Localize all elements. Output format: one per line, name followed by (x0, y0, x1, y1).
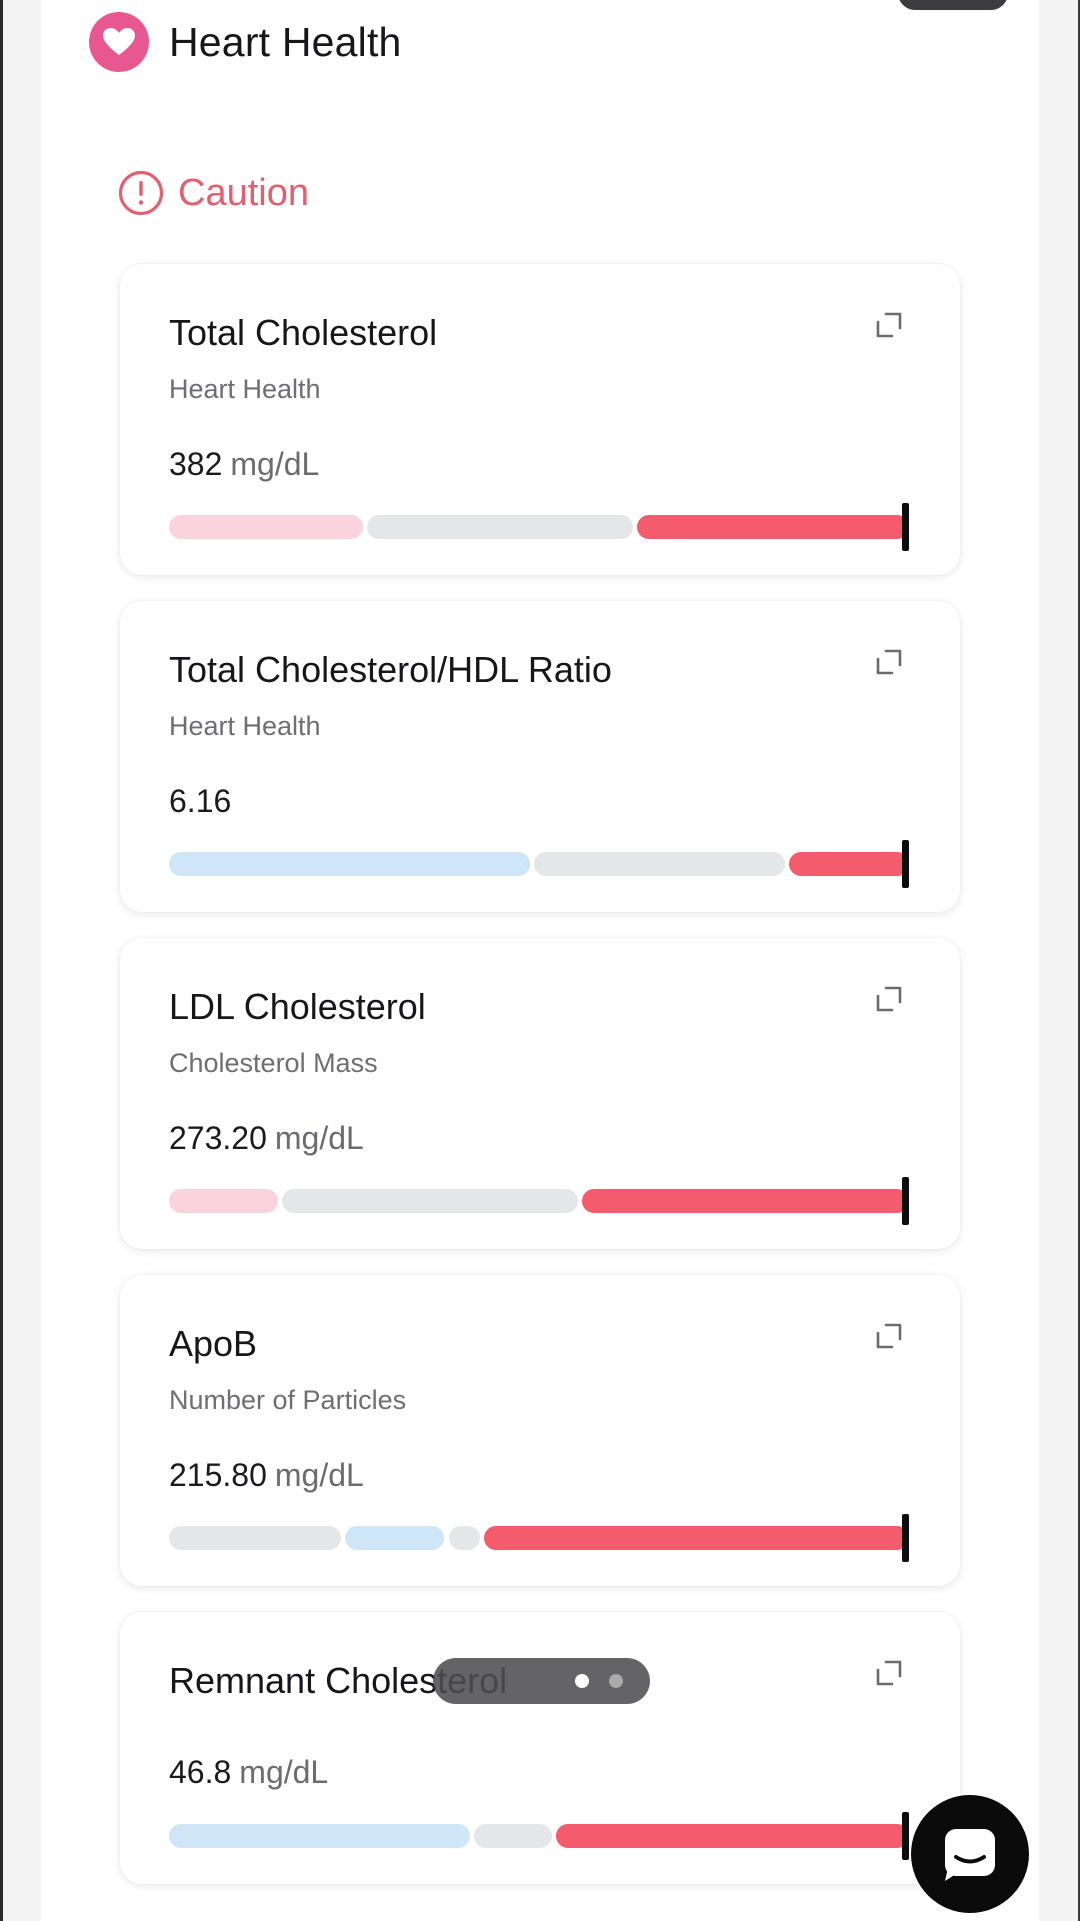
range-segment-gray (448, 1526, 481, 1550)
page-dot[interactable] (609, 1674, 623, 1688)
value-number: 273.20 (169, 1120, 267, 1156)
range-segment-red (788, 852, 909, 876)
value-number: 215.80 (169, 1457, 267, 1493)
top-handle (898, 0, 1008, 10)
screen-edge-right (1078, 0, 1080, 1921)
card-value: 215.80 mg/dL (169, 1457, 364, 1494)
screen-edge-left (0, 0, 3, 1921)
range-segment-gray (282, 1189, 578, 1213)
range-segment-light-pink (169, 515, 364, 539)
range-marker (901, 1514, 909, 1562)
expand-icon[interactable] (874, 1658, 904, 1688)
value-unit: mg/dL (230, 446, 320, 482)
value-unit: mg/dL (274, 1457, 364, 1493)
expand-icon[interactable] (874, 984, 904, 1014)
range-segment-gray (474, 1824, 552, 1848)
card-title: ApoB (169, 1323, 258, 1364)
range-segment-light-blue (169, 852, 530, 876)
card-value: 273.20 mg/dL (169, 1120, 364, 1157)
status-label: Caution (178, 171, 309, 214)
range-bar (169, 1177, 909, 1225)
range-marker (901, 1177, 909, 1225)
card-title: LDL Cholesterol (169, 986, 426, 1027)
range-bar (169, 1812, 909, 1860)
heart-icon (89, 12, 149, 72)
range-segment-light-pink (169, 1189, 278, 1213)
card-value: 46.8 mg/dL (169, 1754, 328, 1791)
range-segment-gray (169, 1526, 341, 1550)
expand-icon[interactable] (874, 1321, 904, 1351)
status-caution: Caution (118, 170, 309, 216)
range-marker (901, 503, 909, 551)
biomarker-card[interactable]: Total Cholesterol/HDL Ratio Heart Health… (120, 601, 960, 912)
card-value: 6.16 (169, 783, 231, 820)
biomarker-card[interactable]: Remnant Cholesterol 46.8 mg/dL (120, 1612, 960, 1884)
card-subtitle: Heart Health (169, 711, 321, 741)
value-number: 382 (169, 446, 223, 482)
chat-button[interactable] (911, 1795, 1029, 1913)
card-title: Total Cholesterol (169, 312, 438, 353)
range-bar (169, 840, 909, 888)
range-segment-red (555, 1824, 909, 1848)
alert-circle-icon (118, 170, 164, 216)
card-title: Total Cholesterol/HDL Ratio (169, 649, 612, 690)
value-number: 6.16 (169, 783, 232, 819)
range-segment-red (637, 515, 909, 539)
value-unit: mg/dL (274, 1120, 364, 1156)
chat-bubble-icon (945, 1829, 995, 1881)
range-segment-light-blue (169, 1824, 471, 1848)
expand-icon[interactable] (874, 310, 904, 340)
card-subtitle: Heart Health (169, 374, 321, 404)
biomarker-card[interactable]: Total Cholesterol Heart Health 382 mg/dL (120, 264, 960, 575)
card-subtitle: Cholesterol Mass (169, 1048, 378, 1078)
range-marker (901, 1812, 909, 1860)
range-marker (901, 840, 909, 888)
range-segment-gray (533, 852, 785, 876)
biomarker-card[interactable]: ApoB Number of Particles 215.80 mg/dL (120, 1275, 960, 1586)
section-header: Heart Health (89, 12, 402, 72)
range-segment-red (484, 1526, 909, 1550)
range-segment-red (581, 1189, 909, 1213)
range-bar (169, 503, 909, 551)
card-value: 382 mg/dL (169, 446, 319, 483)
range-segment-gray (367, 515, 634, 539)
biomarker-card[interactable]: LDL Cholesterol Cholesterol Mass 273.20 m… (120, 938, 960, 1249)
page-indicator[interactable] (433, 1658, 650, 1704)
card-subtitle: Number of Particles (169, 1385, 407, 1415)
section-title: Heart Health (169, 18, 402, 65)
value-number: 46.8 (169, 1754, 232, 1790)
range-segment-light-blue (344, 1526, 445, 1550)
expand-icon[interactable] (874, 647, 904, 677)
page-dot[interactable] (575, 1674, 589, 1688)
range-bar (169, 1514, 909, 1562)
value-unit: mg/dL (239, 1754, 329, 1790)
